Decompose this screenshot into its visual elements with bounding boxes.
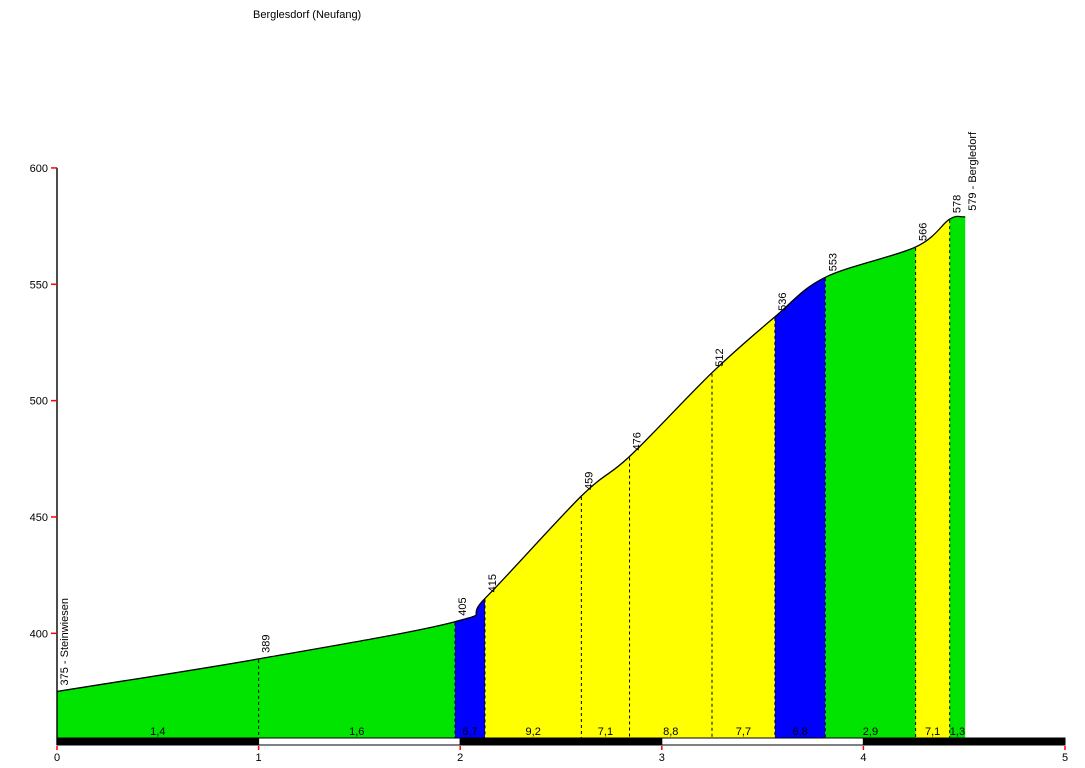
chart-title: Berglesdorf (Neufang) bbox=[253, 9, 362, 21]
end-point-label: 579 - Bergledorf bbox=[967, 131, 979, 211]
profile-area-segment bbox=[712, 316, 775, 738]
gradient-percent-label: 7,1 bbox=[598, 726, 613, 738]
gradient-percent-label: 1,3 bbox=[950, 726, 965, 738]
gradient-percent-label: 1,6 bbox=[349, 726, 364, 738]
gradient-percent-label: 7,1 bbox=[925, 726, 940, 738]
gradient-percent-label: 1,4 bbox=[150, 726, 165, 738]
gradient-percent-label: 6,8 bbox=[792, 726, 807, 738]
elevation-label: 536 bbox=[777, 293, 789, 311]
elevation-label: 512 bbox=[714, 348, 726, 366]
km-bar-segment bbox=[56, 737, 260, 746]
elevation-label: 405 bbox=[457, 597, 469, 615]
profile-area-segment bbox=[949, 216, 966, 739]
x-axis-tick-label: 1 bbox=[256, 752, 262, 764]
x-axis-tick-label: 3 bbox=[659, 752, 665, 764]
start-point-label: 375 - Steinwiesen bbox=[59, 598, 71, 685]
y-axis-tick-label: 450 bbox=[30, 512, 48, 524]
y-axis-tick-label: 550 bbox=[30, 279, 48, 291]
profile-area-segment bbox=[485, 496, 582, 738]
elevation-label: 415 bbox=[487, 574, 499, 592]
profile-area-segment bbox=[455, 598, 485, 738]
y-axis-tick-label: 400 bbox=[30, 628, 48, 640]
profile-area-segment bbox=[629, 372, 712, 738]
x-axis-tick-label: 4 bbox=[860, 752, 866, 764]
gradient-percent-label: 9,2 bbox=[526, 726, 541, 738]
elevation-label: 566 bbox=[918, 223, 930, 241]
km-bar-segment bbox=[459, 737, 663, 746]
elevation-label: 553 bbox=[827, 253, 839, 271]
y-axis-tick-label: 600 bbox=[30, 163, 48, 175]
km-bar-segment bbox=[258, 737, 461, 746]
km-bar-segment bbox=[862, 737, 1066, 746]
profile-area-segment bbox=[915, 219, 950, 739]
profile-area-segment bbox=[581, 456, 630, 738]
elevation-label: 459 bbox=[583, 472, 595, 490]
profile-area-segment bbox=[825, 247, 916, 738]
x-axis-tick-label: 5 bbox=[1062, 752, 1068, 764]
profile-area-segment bbox=[774, 277, 826, 738]
x-axis-tick-label: 2 bbox=[457, 752, 463, 764]
x-axis-tick-label: 0 bbox=[54, 752, 60, 764]
y-axis-tick-label: 500 bbox=[30, 396, 48, 408]
elevation-label: 476 bbox=[632, 432, 644, 450]
km-bar-segment bbox=[661, 737, 864, 746]
elevation-label: 389 bbox=[261, 635, 273, 653]
profile-area-segment bbox=[258, 621, 455, 738]
gradient-percent-label: 7,7 bbox=[736, 726, 751, 738]
elevation-label: 578 bbox=[952, 195, 964, 213]
gradient-percent-label: 6,7 bbox=[462, 726, 477, 738]
profile-top-line bbox=[56, 215, 966, 693]
gradient-percent-label: 8,8 bbox=[663, 726, 678, 738]
gradient-percent-label: 2,9 bbox=[863, 726, 878, 738]
profile-area-segment bbox=[57, 658, 259, 738]
